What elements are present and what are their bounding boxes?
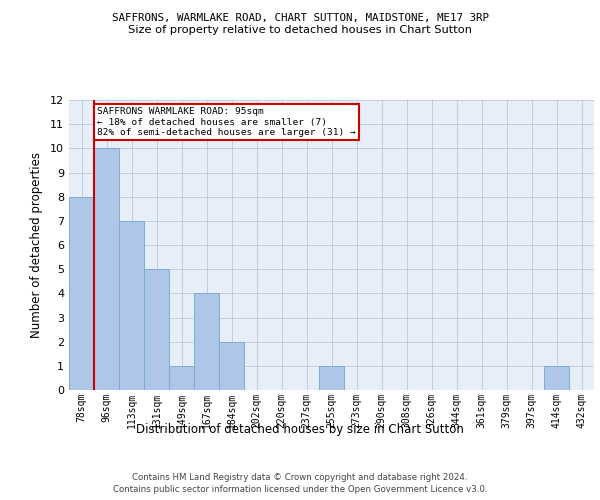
Bar [169,366,194,390]
Y-axis label: Number of detached properties: Number of detached properties [30,152,43,338]
Bar [319,366,344,390]
Text: Contains HM Land Registry data © Crown copyright and database right 2024.: Contains HM Land Registry data © Crown c… [132,472,468,482]
Bar [94,148,119,390]
Bar [194,294,219,390]
Bar [119,221,144,390]
Text: SAFFRONS WARMLAKE ROAD: 95sqm
← 18% of detached houses are smaller (7)
82% of se: SAFFRONS WARMLAKE ROAD: 95sqm ← 18% of d… [97,108,356,137]
Bar [144,269,169,390]
Text: Contains public sector information licensed under the Open Government Licence v3: Contains public sector information licen… [113,485,487,494]
Bar [219,342,244,390]
Text: Size of property relative to detached houses in Chart Sutton: Size of property relative to detached ho… [128,25,472,35]
Bar [69,196,94,390]
Text: Distribution of detached houses by size in Chart Sutton: Distribution of detached houses by size … [136,422,464,436]
Bar [544,366,569,390]
Text: SAFFRONS, WARMLAKE ROAD, CHART SUTTON, MAIDSTONE, ME17 3RP: SAFFRONS, WARMLAKE ROAD, CHART SUTTON, M… [112,12,488,22]
